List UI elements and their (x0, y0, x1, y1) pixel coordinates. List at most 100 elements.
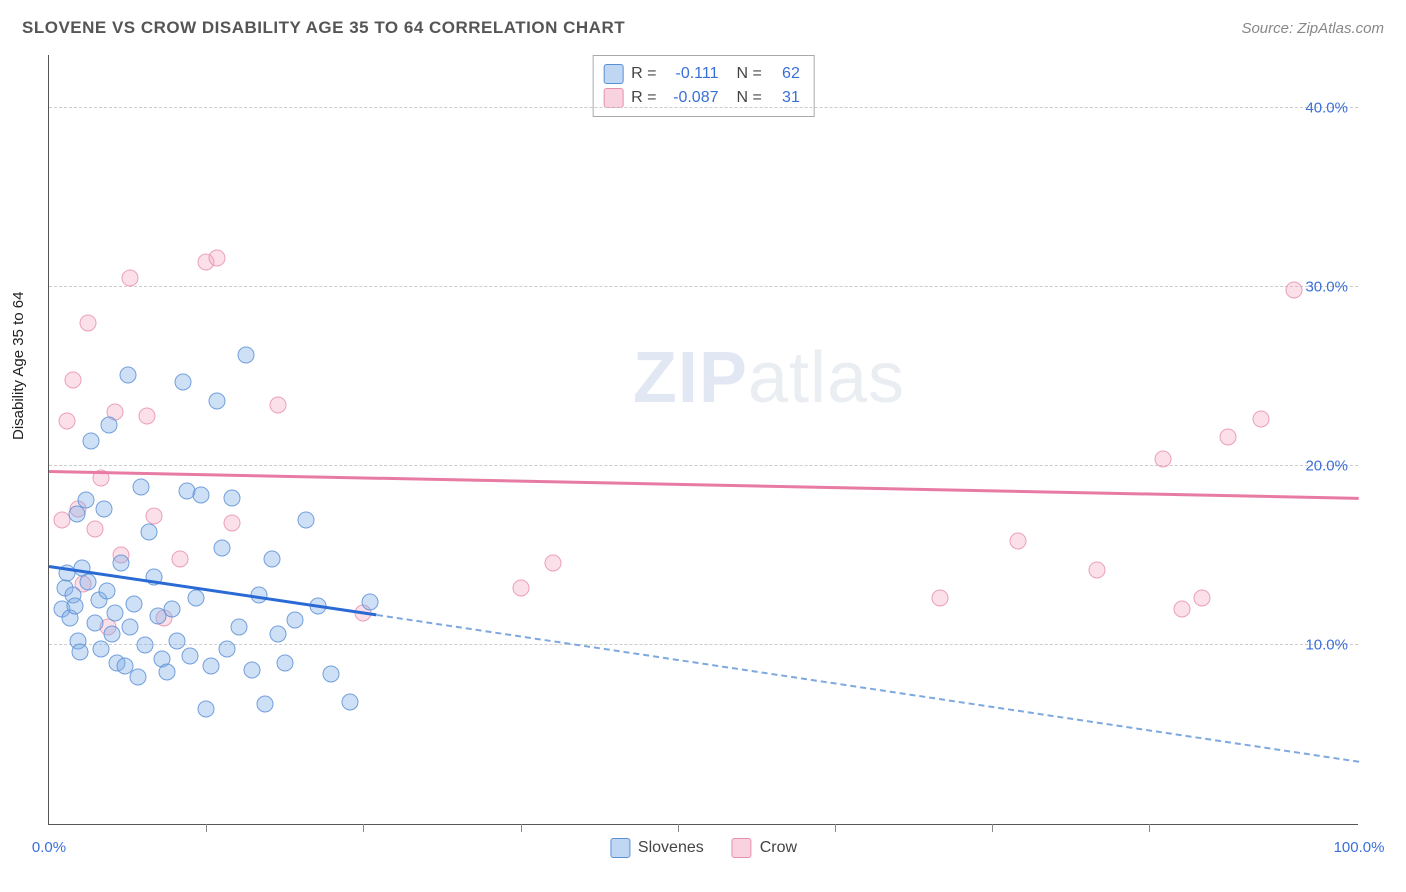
x-tick (206, 824, 207, 832)
data-point-blue (158, 663, 175, 680)
data-point-blue (130, 669, 147, 686)
x-tick (835, 824, 836, 832)
data-point-pink (80, 314, 97, 331)
data-point-pink (1252, 411, 1269, 428)
data-point-blue (101, 416, 118, 433)
data-point-blue (230, 619, 247, 636)
legend-item-crow: Crow (732, 838, 797, 858)
data-point-blue (224, 490, 241, 507)
data-point-blue (98, 583, 115, 600)
x-tick-label: 100.0% (1334, 839, 1385, 856)
data-point-blue (136, 636, 153, 653)
r-value-blue: -0.111 (665, 65, 719, 83)
data-point-blue (119, 366, 136, 383)
series-legend: Slovenes Crow (610, 838, 797, 858)
data-point-blue (140, 524, 157, 541)
gridline (49, 286, 1358, 287)
y-tick-label: 40.0% (1305, 99, 1348, 116)
trendline (49, 470, 1359, 500)
data-point-blue (208, 393, 225, 410)
data-point-blue (93, 640, 110, 657)
data-point-blue (86, 615, 103, 632)
data-point-blue (361, 593, 378, 610)
legend-item-slovenes: Slovenes (610, 838, 704, 858)
trendline (376, 614, 1359, 763)
data-point-blue (67, 597, 84, 614)
r-value-pink: -0.087 (665, 89, 719, 107)
legend-label-slovenes: Slovenes (638, 839, 704, 857)
data-point-blue (77, 491, 94, 508)
gridline (49, 107, 1358, 108)
swatch-pink-icon (732, 838, 752, 858)
data-point-blue (72, 644, 89, 661)
gridline (49, 644, 1358, 645)
data-point-blue (342, 694, 359, 711)
r-label: R = (631, 65, 656, 83)
data-point-blue (122, 619, 139, 636)
data-point-blue (103, 626, 120, 643)
data-point-blue (126, 595, 143, 612)
data-point-pink (139, 407, 156, 424)
x-tick (521, 824, 522, 832)
x-tick-label: 0.0% (32, 839, 66, 856)
swatch-blue-icon (610, 838, 630, 858)
data-point-pink (1193, 590, 1210, 607)
n-value-blue: 62 (770, 65, 800, 83)
data-point-pink (1174, 601, 1191, 618)
chart-source: Source: ZipAtlas.com (1241, 20, 1384, 37)
data-point-blue (257, 696, 274, 713)
data-point-pink (172, 550, 189, 567)
y-tick-label: 10.0% (1305, 636, 1348, 653)
watermark-zip: ZIP (633, 338, 748, 418)
y-tick-label: 30.0% (1305, 278, 1348, 295)
data-point-blue (244, 662, 261, 679)
data-point-blue (198, 701, 215, 718)
chart-title: SLOVENE VS CROW DISABILITY AGE 35 TO 64 … (22, 18, 625, 38)
data-point-blue (96, 500, 113, 517)
data-point-pink (93, 470, 110, 487)
data-point-blue (297, 511, 314, 528)
data-point-blue (106, 604, 123, 621)
data-point-pink (122, 269, 139, 286)
swatch-pink-icon (603, 88, 623, 108)
data-point-blue (250, 586, 267, 603)
data-point-pink (270, 396, 287, 413)
data-point-blue (182, 647, 199, 664)
data-point-pink (224, 515, 241, 532)
plot-area: ZIPatlas R = -0.111 N = 62 R = -0.087 N … (48, 55, 1358, 825)
x-tick (363, 824, 364, 832)
n-label: N = (737, 65, 762, 83)
r-label: R = (631, 89, 656, 107)
data-point-pink (1154, 450, 1171, 467)
watermark: ZIPatlas (633, 337, 905, 419)
n-label: N = (737, 89, 762, 107)
x-tick (678, 824, 679, 832)
data-point-blue (68, 506, 85, 523)
data-point-pink (86, 520, 103, 537)
data-point-blue (145, 568, 162, 585)
chart-header: SLOVENE VS CROW DISABILITY AGE 35 TO 64 … (22, 18, 1384, 38)
data-point-pink (512, 579, 529, 596)
data-point-blue (237, 346, 254, 363)
data-point-blue (263, 550, 280, 567)
swatch-blue-icon (603, 64, 623, 84)
data-point-blue (82, 432, 99, 449)
data-point-blue (309, 597, 326, 614)
data-point-blue (80, 574, 97, 591)
data-point-blue (169, 633, 186, 650)
data-point-pink (59, 413, 76, 430)
x-tick (1149, 824, 1150, 832)
data-point-pink (208, 250, 225, 267)
data-point-pink (1285, 282, 1302, 299)
data-point-pink (1089, 561, 1106, 578)
data-point-blue (113, 554, 130, 571)
data-point-blue (164, 601, 181, 618)
y-axis-label: Disability Age 35 to 64 (10, 292, 27, 440)
chart-container: SLOVENE VS CROW DISABILITY AGE 35 TO 64 … (0, 0, 1406, 892)
watermark-atlas: atlas (748, 338, 905, 418)
data-point-blue (276, 654, 293, 671)
data-point-blue (219, 640, 236, 657)
data-point-pink (64, 371, 81, 388)
y-tick-label: 20.0% (1305, 457, 1348, 474)
n-value-pink: 31 (770, 89, 800, 107)
